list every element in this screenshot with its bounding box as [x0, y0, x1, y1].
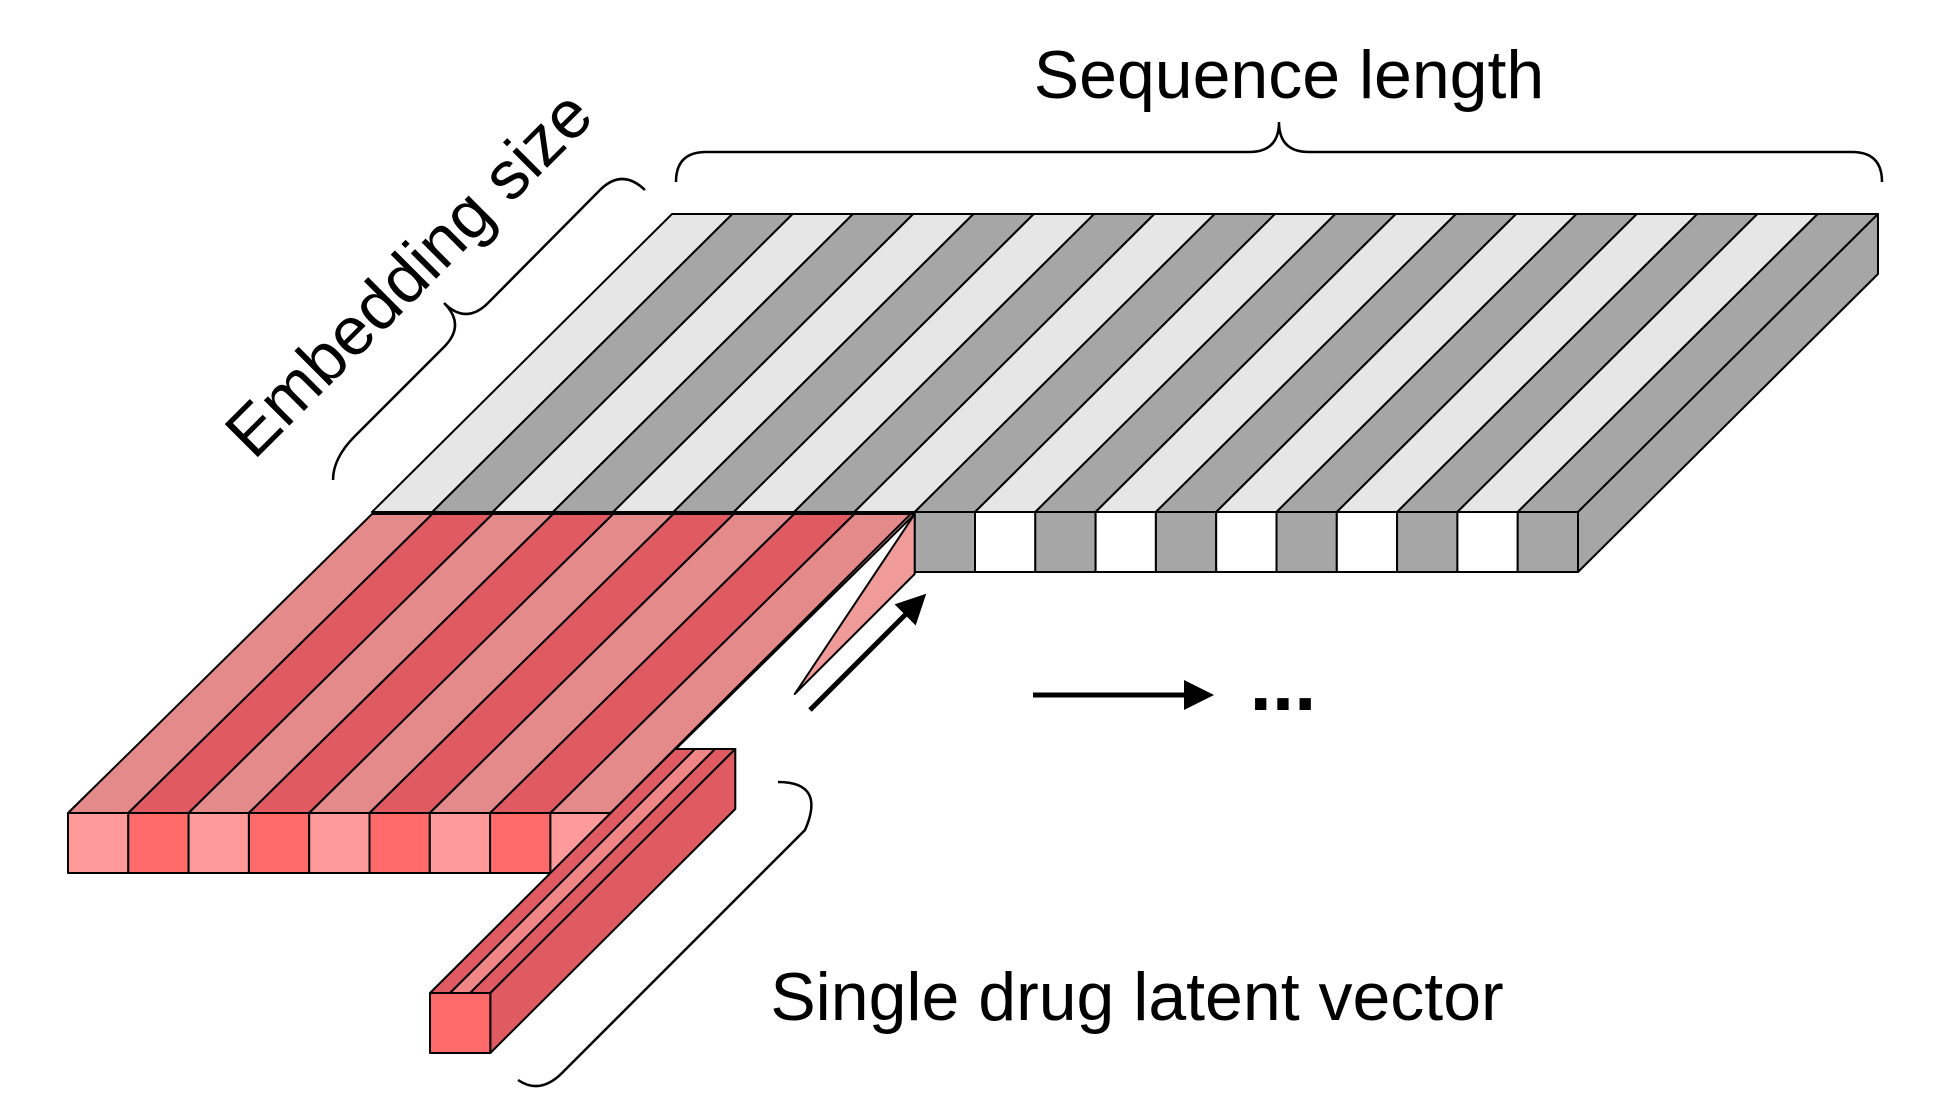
vector-length-brace [517, 780, 813, 1088]
gray-front-cell [1516, 511, 1579, 573]
red-front-cell [247, 812, 311, 874]
sequence-embedding-block [371, 213, 1879, 573]
shift-arrow [808, 593, 927, 712]
single-drug-vector-bar [429, 748, 737, 1054]
gray-front-cell [1335, 511, 1399, 573]
drug-embedding-block [67, 513, 916, 874]
gray-front-cell [1034, 511, 1097, 573]
gray-front-cell [1154, 511, 1218, 573]
red-front-cell [368, 812, 431, 874]
gray-front-cell [1396, 511, 1459, 573]
vector-front-face [429, 992, 492, 1054]
embedding-size-brace [331, 177, 646, 481]
single-drug-latent-vector-label: Single drug latent vector [770, 959, 1503, 1035]
red-front-cell [308, 812, 371, 874]
gray-front-cell [1456, 511, 1519, 573]
red-step-side [793, 513, 916, 695]
gray-side-face [1577, 213, 1879, 573]
gray-front-cell [974, 511, 1037, 573]
red-front-cell [127, 812, 190, 874]
gray-front-cell [913, 511, 976, 573]
red-front-cell [428, 812, 492, 874]
sequence-length-brace [674, 121, 1884, 183]
sequence-length-label: Sequence length [1034, 37, 1544, 113]
gray-front-cell [1094, 511, 1157, 573]
gray-front-cell [1215, 511, 1278, 573]
ellipsis-label: ... [1250, 638, 1317, 727]
red-front-cell [489, 812, 552, 874]
red-front-cell [67, 812, 130, 874]
gray-front-cell [1275, 511, 1338, 573]
red-front-cell [187, 812, 250, 874]
